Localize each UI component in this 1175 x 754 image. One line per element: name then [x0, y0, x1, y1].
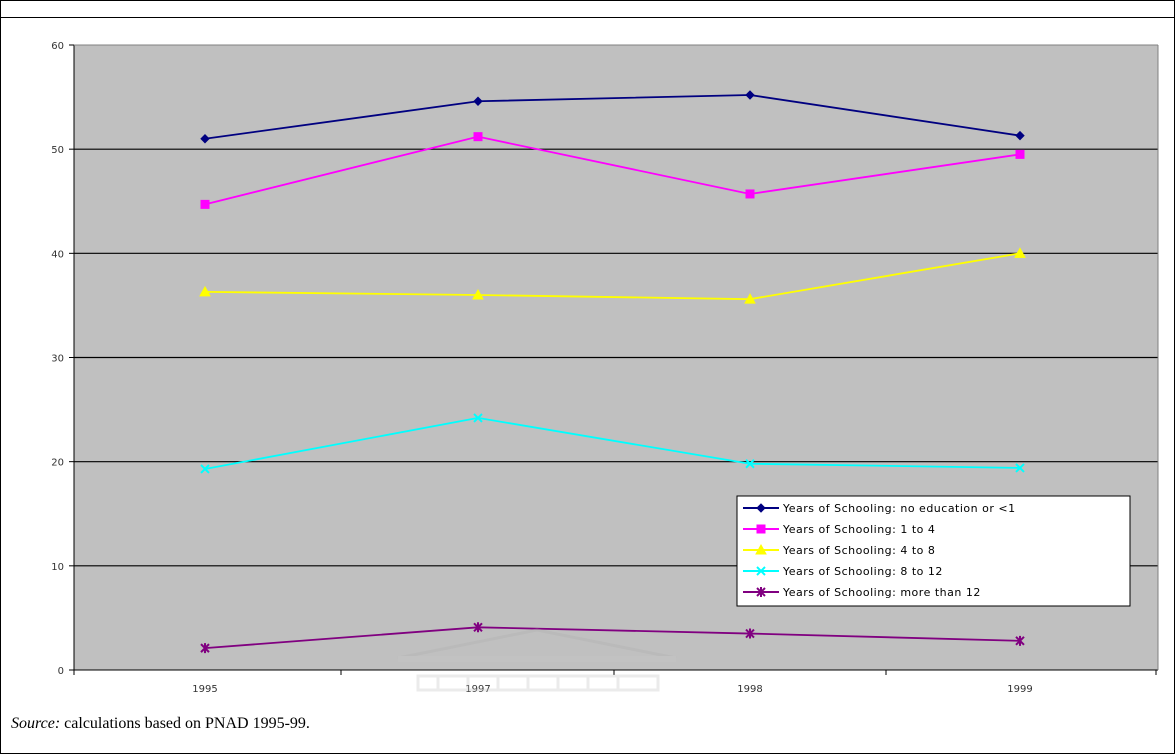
data-point: [473, 622, 483, 633]
data-point: [745, 628, 755, 639]
data-point: [756, 524, 766, 534]
axes: 0 10 20 30 40 50 60 1995 1997 1998 1999: [51, 41, 1159, 695]
series-line: [204, 94, 1021, 140]
series-3: [199, 247, 1026, 304]
data-point: [756, 503, 766, 513]
data-point: [200, 643, 210, 654]
series-2: [200, 132, 1025, 209]
legend-entry: Years of Schooling: more than 12: [782, 586, 981, 599]
series-1: [200, 90, 1025, 144]
series-line: [204, 626, 1021, 650]
data-point: [200, 464, 210, 474]
x-tick-label: 1995: [192, 684, 217, 695]
source-label: Source:: [11, 715, 61, 732]
series-line: [204, 417, 1021, 470]
data-point: [745, 90, 755, 100]
data-point: [473, 96, 483, 106]
data-point: [200, 199, 210, 209]
x-tick-label: 1999: [1007, 684, 1032, 695]
university-crest-watermark: [397, 628, 677, 692]
legend-entry: Years of Schooling: 4 to 8: [782, 544, 935, 557]
data-point: [756, 587, 766, 597]
legend-entry: Years of Schooling: 8 to 12: [782, 565, 943, 578]
data-point: [1015, 149, 1025, 159]
series-4: [200, 413, 1025, 474]
series-5: [200, 622, 1025, 654]
data-point: [745, 189, 755, 199]
data-point: [744, 293, 756, 304]
y-tick-label: 0: [58, 666, 64, 677]
data-point: [745, 459, 755, 469]
y-tick-label: 40: [51, 249, 64, 260]
x-tick-label: 1998: [737, 684, 762, 695]
data-point: [1014, 247, 1026, 258]
data-point: [473, 413, 483, 423]
source-text: calculations based on PNAD 1995-99.: [64, 715, 310, 732]
data-point: [755, 543, 767, 555]
source-note: Source: calculations based on PNAD 1995-…: [11, 715, 310, 733]
y-tick-label: 50: [51, 145, 64, 156]
data-point: [199, 285, 211, 297]
series-layer: [199, 90, 1026, 654]
data-point: [1015, 463, 1025, 473]
x-tick-label: 1997: [465, 684, 490, 695]
data-point: [756, 566, 766, 576]
data-point: [472, 288, 484, 300]
gridlines: [74, 148, 1158, 567]
y-tick-label: 10: [51, 562, 64, 573]
data-point: [473, 132, 483, 142]
y-tick-label: 20: [51, 458, 64, 469]
legend-box: [736, 495, 1131, 607]
legend: Years of Schooling: no education or <1 Ye…: [736, 495, 1131, 607]
series-line: [204, 252, 1021, 301]
series-line: [204, 135, 1021, 206]
legend-entry: Years of Schooling: 1 to 4: [782, 523, 935, 536]
data-point: [1015, 130, 1025, 141]
legend-entry: Years of Schooling: no education or <1: [782, 502, 1016, 515]
y-tick-label: 60: [51, 41, 64, 52]
y-tick-label: 30: [51, 354, 64, 365]
data-point: [1015, 635, 1025, 646]
data-point: [200, 134, 210, 144]
